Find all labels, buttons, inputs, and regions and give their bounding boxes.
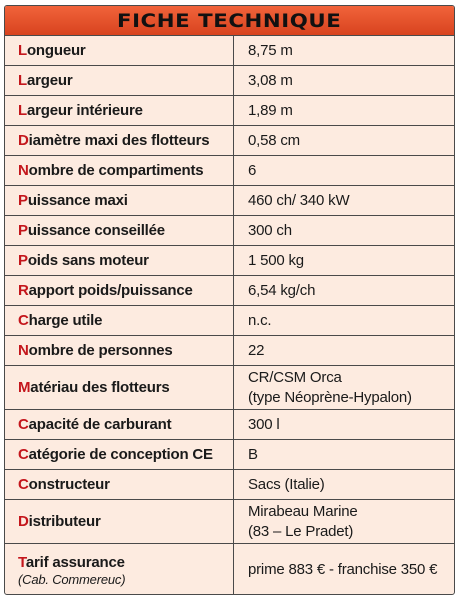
label-initial: D bbox=[18, 132, 29, 149]
spec-label: Puissance maxi bbox=[5, 186, 234, 215]
spec-value: 460 ch/ 340 kW bbox=[248, 191, 350, 209]
label-text: uissance conseillée bbox=[27, 222, 165, 239]
label-text: arif assurance bbox=[25, 553, 125, 571]
spec-sheet: FICHE TECHNIQUE Longueur 8,75 m Largeur … bbox=[4, 5, 455, 595]
spec-row-compartiments: Nombre de compartiments 6 bbox=[5, 156, 454, 186]
spec-row-puissance-conseillee: Puissance conseillée 300 ch bbox=[5, 216, 454, 246]
spec-label: Constructeur bbox=[5, 470, 234, 499]
label-initial: C bbox=[18, 476, 29, 493]
label-text: atériau des flotteurs bbox=[30, 379, 170, 396]
label-initial: T bbox=[18, 553, 26, 571]
label-text: oids sans moteur bbox=[27, 252, 149, 269]
spec-label: Largeur bbox=[5, 66, 234, 95]
spec-value-line: (type Néoprène-Hypalon) bbox=[248, 388, 412, 406]
spec-label: Tarif assurance (Cab. Commereuc) bbox=[5, 544, 234, 594]
spec-row-categorie: Catégorie de conception CE B bbox=[5, 440, 454, 470]
spec-label: Distributeur bbox=[5, 500, 234, 543]
spec-label: Catégorie de conception CE bbox=[5, 440, 234, 469]
label-initial: C bbox=[18, 416, 29, 433]
spec-value: CR/CSM Orca (type Néoprène-Hypalon) bbox=[234, 366, 454, 409]
spec-value-line: CR/CSM Orca bbox=[248, 368, 342, 386]
spec-sheet-title: FICHE TECHNIQUE bbox=[117, 9, 342, 32]
spec-row-largeur-interieure: Largeur intérieure 1,89 m bbox=[5, 96, 454, 126]
spec-label: Nombre de compartiments bbox=[5, 156, 234, 185]
spec-row-largeur: Largeur 3,08 m bbox=[5, 66, 454, 96]
spec-value: 8,75 m bbox=[248, 41, 293, 59]
spec-value: B bbox=[248, 445, 258, 463]
spec-label: Capacité de carburant bbox=[5, 410, 234, 439]
label-text: argeur bbox=[26, 72, 73, 89]
label-text: uissance maxi bbox=[27, 192, 128, 209]
label-text: argeur intérieure bbox=[26, 102, 143, 119]
spec-row-poids: Poids sans moteur 1 500 kg bbox=[5, 246, 454, 276]
label-text: iamètre maxi des flotteurs bbox=[28, 132, 210, 149]
spec-label: Charge utile bbox=[5, 306, 234, 335]
label-initial: D bbox=[18, 513, 29, 530]
spec-sheet-header: FICHE TECHNIQUE bbox=[5, 6, 454, 36]
label-initial: L bbox=[18, 42, 27, 59]
spec-value-line: (83 – Le Pradet) bbox=[248, 522, 354, 540]
label-initial: P bbox=[18, 192, 28, 209]
spec-label: Largeur intérieure bbox=[5, 96, 234, 125]
spec-row-diametre: Diamètre maxi des flotteurs 0,58 cm bbox=[5, 126, 454, 156]
label-initial: R bbox=[18, 282, 29, 299]
spec-value: 1,89 m bbox=[248, 101, 293, 119]
spec-row-tarif-assurance: Tarif assurance (Cab. Commereuc) prime 8… bbox=[5, 544, 454, 594]
spec-value: 3,08 m bbox=[248, 71, 293, 89]
spec-value: 1 500 kg bbox=[248, 251, 304, 269]
label-text: ombre de compartiments bbox=[28, 162, 204, 179]
label-text: ongueur bbox=[26, 42, 86, 59]
spec-row-distributeur: Distributeur Mirabeau Marine (83 – Le Pr… bbox=[5, 500, 454, 544]
spec-value: prime 883 € - franchise 350 € bbox=[248, 561, 438, 578]
spec-label: Poids sans moteur bbox=[5, 246, 234, 275]
label-initial: C bbox=[18, 312, 29, 329]
spec-table: Longueur 8,75 m Largeur 3,08 m Largeur i… bbox=[5, 36, 454, 594]
label-initial: L bbox=[18, 102, 27, 119]
spec-row-materiau: Matériau des flotteurs CR/CSM Orca (type… bbox=[5, 366, 454, 410]
spec-label: Rapport poids/puissance bbox=[5, 276, 234, 305]
spec-value: Mirabeau Marine (83 – Le Pradet) bbox=[234, 500, 454, 543]
spec-row-longueur: Longueur 8,75 m bbox=[5, 36, 454, 66]
spec-value: 22 bbox=[248, 341, 265, 359]
label-subtitle: (Cab. Commereuc) bbox=[18, 571, 126, 587]
label-text: ombre de personnes bbox=[28, 342, 173, 359]
spec-row-carburant: Capacité de carburant 300 l bbox=[5, 410, 454, 440]
label-initial: N bbox=[18, 162, 29, 179]
spec-value: n.c. bbox=[248, 311, 272, 329]
label-initial: P bbox=[18, 252, 28, 269]
spec-label: Diamètre maxi des flotteurs bbox=[5, 126, 234, 155]
spec-value-line: Mirabeau Marine bbox=[248, 502, 358, 520]
spec-row-rapport: Rapport poids/puissance 6,54 kg/ch bbox=[5, 276, 454, 306]
spec-value: Sacs (Italie) bbox=[248, 475, 325, 493]
spec-label: Longueur bbox=[5, 36, 234, 65]
label-initial: C bbox=[18, 446, 29, 463]
spec-row-charge-utile: Charge utile n.c. bbox=[5, 306, 454, 336]
spec-row-puissance-maxi: Puissance maxi 460 ch/ 340 kW bbox=[5, 186, 454, 216]
label-initial: N bbox=[18, 342, 29, 359]
spec-value: 0,58 cm bbox=[248, 131, 300, 149]
spec-label: Nombre de personnes bbox=[5, 336, 234, 365]
label-initial: L bbox=[18, 72, 27, 89]
label-text: apport poids/puissance bbox=[28, 282, 193, 299]
spec-label: Puissance conseillée bbox=[5, 216, 234, 245]
spec-label: Matériau des flotteurs bbox=[5, 366, 234, 409]
label-text: atégorie de conception CE bbox=[28, 446, 213, 463]
label-text: apacité de carburant bbox=[28, 416, 172, 433]
label-initial: M bbox=[18, 379, 31, 396]
label-text: onstructeur bbox=[28, 476, 110, 493]
spec-value: 300 ch bbox=[248, 221, 292, 239]
label-text: harge utile bbox=[28, 312, 103, 329]
spec-value: 300 l bbox=[248, 415, 280, 433]
spec-row-constructeur: Constructeur Sacs (Italie) bbox=[5, 470, 454, 500]
spec-value: 6 bbox=[248, 161, 257, 179]
label-initial: P bbox=[18, 222, 28, 239]
spec-value: 6,54 kg/ch bbox=[248, 281, 316, 299]
label-text: istributeur bbox=[28, 513, 101, 530]
spec-row-personnes: Nombre de personnes 22 bbox=[5, 336, 454, 366]
